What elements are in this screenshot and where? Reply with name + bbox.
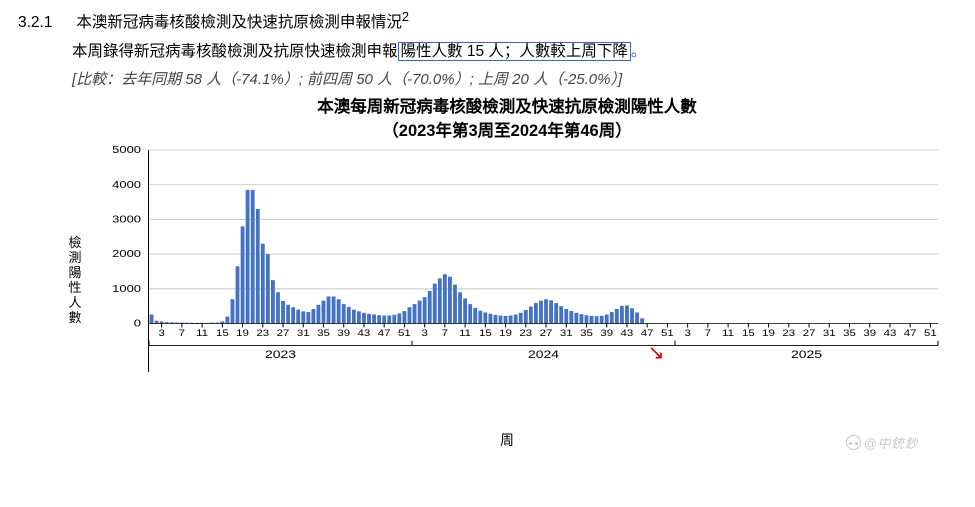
svg-text:19: 19 bbox=[499, 329, 512, 339]
chart-title: 本澳每周新冠病毒核酸檢測及快速抗原檢測陽性人數 （2023年第3周至2024年第… bbox=[72, 96, 942, 144]
svg-text:11: 11 bbox=[722, 329, 734, 339]
svg-text:19: 19 bbox=[236, 329, 249, 339]
svg-text:47: 47 bbox=[904, 329, 917, 339]
chart-container: 本澳每周新冠病毒核酸檢測及快速抗原檢測陽性人數 （2023年第3周至2024年第… bbox=[72, 96, 942, 450]
chart-title-l1: 本澳每周新冠病毒核酸檢測及快速抗原檢測陽性人數 bbox=[317, 98, 697, 116]
svg-text:27: 27 bbox=[277, 329, 290, 339]
weibo-icon bbox=[846, 435, 861, 450]
plot-area: 0100020003000400050003711151923273135394… bbox=[148, 150, 938, 372]
svg-text:15: 15 bbox=[742, 329, 755, 339]
svg-text:19: 19 bbox=[762, 329, 775, 339]
svg-text:23: 23 bbox=[519, 329, 532, 339]
svg-text:35: 35 bbox=[317, 329, 330, 339]
svg-text:31: 31 bbox=[297, 329, 310, 339]
heading-text: 本澳新冠病毒核酸檢測及快速抗原檢測申報情況 bbox=[76, 14, 402, 31]
heading-sup: 2 bbox=[402, 9, 409, 24]
svg-text:51: 51 bbox=[398, 329, 411, 339]
svg-text:31: 31 bbox=[823, 329, 836, 339]
svg-text:15: 15 bbox=[216, 329, 229, 339]
svg-text:2000: 2000 bbox=[112, 249, 141, 260]
svg-text:0: 0 bbox=[134, 318, 142, 329]
section-number: 3.2.1 bbox=[18, 10, 72, 36]
svg-text:7: 7 bbox=[442, 329, 449, 339]
watermark: @中銃鈔 bbox=[846, 433, 918, 452]
svg-text:23: 23 bbox=[256, 329, 269, 339]
svg-text:7: 7 bbox=[179, 329, 186, 339]
svg-text:3: 3 bbox=[158, 329, 165, 339]
svg-text:3000: 3000 bbox=[112, 214, 141, 225]
svg-text:4000: 4000 bbox=[112, 179, 141, 190]
plot-svg: 0100020003000400050003711151923273135394… bbox=[149, 150, 938, 372]
svg-text:2025: 2025 bbox=[791, 349, 822, 361]
svg-text:2023: 2023 bbox=[265, 349, 296, 361]
svg-text:27: 27 bbox=[803, 329, 816, 339]
summary-pre: 本周錄得新冠病毒核酸檢測及抗原快速檢測申報 bbox=[72, 43, 398, 60]
svg-text:51: 51 bbox=[661, 329, 674, 339]
y-axis-label: 檢測陽性人數 bbox=[66, 236, 84, 326]
svg-text:39: 39 bbox=[600, 329, 613, 339]
svg-text:35: 35 bbox=[580, 329, 593, 339]
x-axis-label: 周 bbox=[500, 430, 514, 450]
svg-text:1000: 1000 bbox=[112, 283, 141, 294]
svg-text:51: 51 bbox=[924, 329, 937, 339]
svg-text:47: 47 bbox=[641, 329, 654, 339]
svg-text:31: 31 bbox=[560, 329, 573, 339]
watermark-text: @中銃鈔 bbox=[864, 436, 918, 451]
svg-text:39: 39 bbox=[337, 329, 350, 339]
svg-text:23: 23 bbox=[782, 329, 795, 339]
svg-text:3: 3 bbox=[421, 329, 428, 339]
svg-text:2024: 2024 bbox=[528, 349, 559, 361]
svg-text:3: 3 bbox=[684, 329, 691, 339]
svg-text:43: 43 bbox=[884, 329, 897, 339]
svg-text:43: 43 bbox=[358, 329, 371, 339]
svg-text:11: 11 bbox=[459, 329, 471, 339]
svg-text:5000: 5000 bbox=[112, 145, 141, 156]
svg-text:11: 11 bbox=[196, 329, 208, 339]
summary-highlight: 陽性人數 15 人；人數較上周下降 bbox=[398, 42, 631, 61]
chart-title-l2: （2023年第3周至2024年第46周） bbox=[382, 122, 631, 140]
summary-end: 。 bbox=[631, 43, 647, 60]
chart: 檢測陽性人數 010002000300040005000371115192327… bbox=[72, 150, 942, 450]
svg-text:35: 35 bbox=[843, 329, 856, 339]
summary-line: 本周錄得新冠病毒核酸檢測及抗原快速檢測申報陽性人數 15 人；人數較上周下降。 bbox=[72, 39, 957, 65]
svg-text:39: 39 bbox=[863, 329, 876, 339]
svg-text:27: 27 bbox=[540, 329, 553, 339]
svg-text:47: 47 bbox=[378, 329, 391, 339]
comparison-line: [比較：去年同期 58 人（-74.1%）; 前四周 50 人（-70.0%）;… bbox=[72, 67, 957, 93]
svg-text:15: 15 bbox=[479, 329, 492, 339]
svg-text:7: 7 bbox=[705, 329, 712, 339]
svg-text:43: 43 bbox=[621, 329, 634, 339]
section-heading: 3.2.1 本澳新冠病毒核酸檢測及快速抗原檢測申報情況2 bbox=[18, 6, 957, 37]
